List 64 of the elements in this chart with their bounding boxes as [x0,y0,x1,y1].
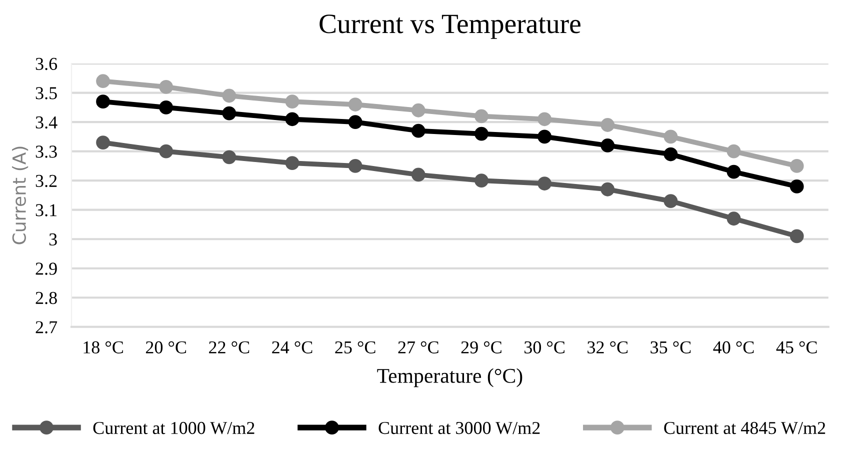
point [348,115,362,130]
point [790,229,804,244]
point [96,74,110,88]
x-tick-label: 40 °C [713,341,754,354]
chart-title: Current vs Temperature [320,14,580,39]
point [159,100,174,114]
point [726,144,741,158]
x-tick-label: 25 °C [335,341,376,354]
x-tick-label: 20 °C [146,341,186,354]
point [222,88,236,103]
point [348,98,362,112]
legend-label: Current at 4845 W/m2 [664,422,826,434]
x-tick-label: 24 °C [272,341,312,354]
y-tick-label: 3.2 [36,174,57,188]
y-tick-label: 3.5 [36,87,57,100]
point [790,180,804,194]
point [411,124,426,138]
point [159,144,174,158]
point [726,164,741,179]
y-tick-label: 2.7 [36,321,58,334]
point [600,182,615,196]
point [790,159,804,173]
legend-label: Current at 1000 W/m2 [93,422,254,434]
point [600,138,615,152]
x-tick-label: 45 °C [776,341,817,354]
point [538,176,552,190]
x-tick-label: 29 °C [461,341,502,354]
y-tick-label: 3 [49,233,57,246]
x-axis-title: Temperature (°C) [377,368,522,388]
y-tick-label: 2.9 [36,262,57,275]
point [285,112,300,126]
point [411,168,426,182]
point [664,130,678,144]
point [474,109,488,124]
legend-label: Current at 3000 W/m2 [378,422,540,434]
point [159,80,174,94]
point [726,212,741,226]
y-tick-label: 3.3 [36,146,57,158]
x-tick-label: 22 °C [209,341,250,354]
y-tick-label: 3.6 [36,58,58,70]
point [222,106,236,120]
point [664,147,678,162]
x-tick-label: 18 °C [84,341,123,354]
x-tick-label: 27 °C [398,341,438,354]
x-tick-label: 32 °C [588,341,628,354]
point [600,118,615,132]
point [96,94,110,109]
point [96,136,110,150]
point [222,150,236,164]
point [538,112,552,126]
point [474,126,488,141]
point [348,159,362,173]
point [538,130,552,144]
point [474,174,488,188]
y-tick-label: 3.1 [36,204,57,216]
point [285,156,300,170]
y-axis-title: Current (A) [12,146,28,244]
point [285,94,300,109]
point [411,103,426,118]
y-tick-label: 2.8 [36,292,57,304]
x-tick-label: 35 °C [650,341,691,354]
point [664,194,678,208]
y-tick-label: 3.4 [36,116,58,129]
x-tick-label: 30 °C [524,341,564,354]
